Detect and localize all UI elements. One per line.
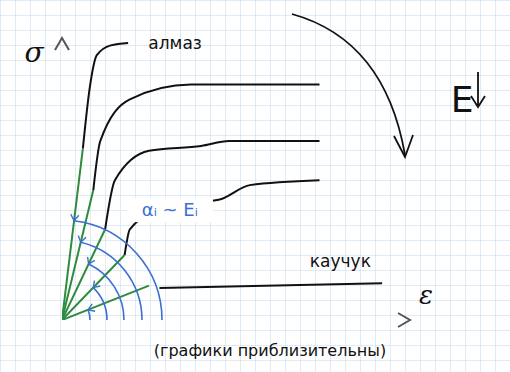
svg-text:E: E: [451, 79, 474, 120]
svg-text:алмаз: алмаз: [148, 33, 202, 53]
svg-text:αᵢ ~ Eᵢ: αᵢ ~ Eᵢ: [142, 199, 198, 220]
svg-text:ε: ε: [419, 280, 433, 310]
svg-text:σ: σ: [24, 36, 44, 69]
svg-text:каучук: каучук: [310, 251, 371, 271]
svg-text:(графики приблизительны): (графики приблизительны): [154, 341, 386, 360]
